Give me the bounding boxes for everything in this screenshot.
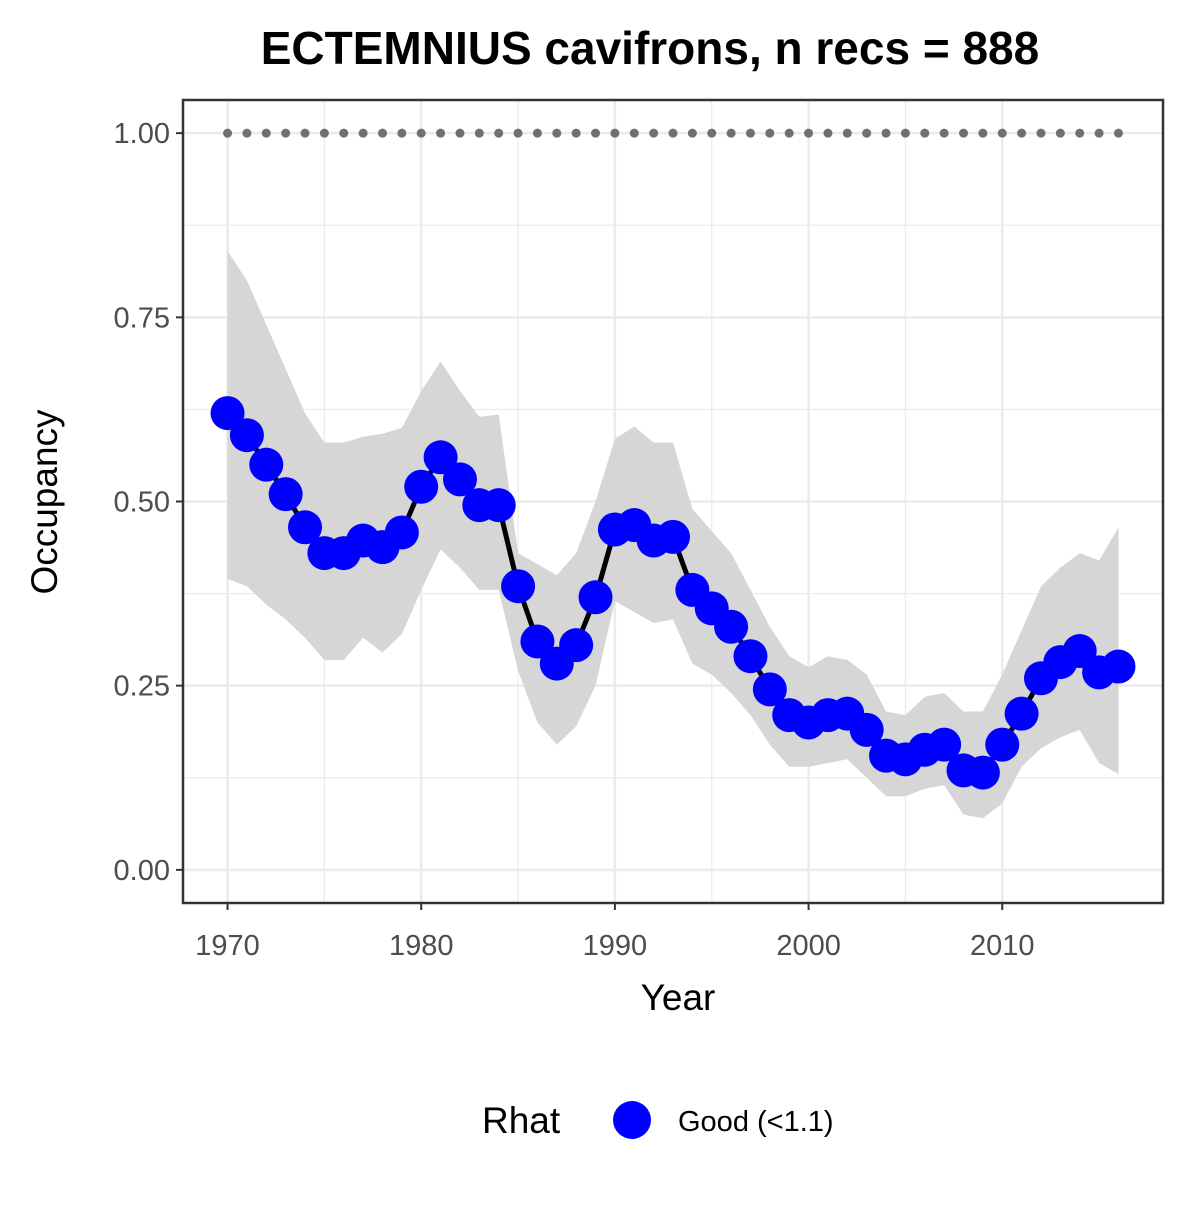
x-tick-label: 1990 (583, 930, 648, 962)
y-tick-label: 0.50 (114, 487, 170, 519)
reference-dot (397, 128, 407, 138)
occupancy-point (404, 469, 439, 504)
reference-dot (959, 128, 969, 138)
reference-dot (784, 128, 794, 138)
occupancy-point (927, 727, 962, 762)
occupancy-point (288, 510, 323, 545)
reference-dot (552, 128, 562, 138)
reference-dot (591, 128, 601, 138)
occupancy-point (1004, 696, 1039, 731)
reference-dot (765, 128, 775, 138)
reference-dot (377, 128, 387, 138)
reference-dot (629, 128, 639, 138)
reference-dot (1055, 128, 1065, 138)
reference-dot (804, 128, 814, 138)
reference-dot (455, 128, 465, 138)
reference-dot (436, 128, 446, 138)
occupancy-point (1101, 649, 1136, 684)
occupancy-point (481, 488, 516, 523)
reference-dot (242, 128, 252, 138)
reference-dot (920, 128, 930, 138)
occupancy-point (249, 447, 284, 482)
reference-dot (494, 128, 504, 138)
reference-dot (900, 128, 910, 138)
reference-dot (1036, 128, 1046, 138)
occupancy-point (442, 462, 477, 497)
reference-dot (610, 128, 620, 138)
reference-dot (881, 128, 891, 138)
reference-dot (823, 128, 833, 138)
reference-dot (319, 128, 329, 138)
reference-dot (997, 128, 1007, 138)
reference-dot (939, 128, 949, 138)
occupancy-point (849, 712, 884, 747)
x-tick-label: 2010 (970, 930, 1035, 962)
reference-dot (726, 128, 736, 138)
occupancy-point (210, 396, 245, 431)
occupancy-point (229, 418, 264, 453)
occupancy-point (520, 624, 555, 659)
reference-dot (862, 128, 872, 138)
reference-dot (571, 128, 581, 138)
occupancy-point (268, 477, 303, 512)
x-axis-title: Year (641, 977, 716, 1018)
reference-dot (532, 128, 542, 138)
y-tick-label: 0.75 (114, 302, 170, 334)
reference-dot (978, 128, 988, 138)
x-axis: 1970 1980 1990 2000 2010 (195, 903, 1035, 962)
occupancy-point (714, 609, 749, 644)
occupancy-point (384, 515, 419, 550)
reference-dot (513, 128, 523, 138)
reference-dot (1075, 128, 1085, 138)
reference-dot (687, 128, 697, 138)
x-tick-label: 1980 (389, 930, 454, 962)
reference-dot (649, 128, 659, 138)
legend-title: Rhat (482, 1100, 561, 1141)
reference-dot (842, 128, 852, 138)
legend-key-good (613, 1101, 651, 1139)
plot-area (181, 98, 1165, 905)
occupancy-point (752, 672, 787, 707)
y-tick-label: 1.00 (114, 118, 170, 150)
reference-dot (707, 128, 717, 138)
x-tick-label: 2000 (776, 930, 841, 962)
occupancy-point (559, 628, 594, 663)
y-tick-label: 0.25 (114, 671, 170, 703)
reference-dot (1017, 128, 1027, 138)
y-axis-title: Occupancy (24, 409, 65, 595)
reference-dot (668, 128, 678, 138)
legend-label-good: Good (<1.1) (678, 1106, 834, 1138)
y-tick-label: 0.00 (114, 855, 170, 887)
reference-dot (339, 128, 349, 138)
reference-dot (358, 128, 368, 138)
reference-dot (281, 128, 291, 138)
reference-dot (1113, 128, 1123, 138)
reference-dot (261, 128, 271, 138)
occupancy-point (423, 440, 458, 475)
occupancy-point (985, 727, 1020, 762)
reference-dot (474, 128, 484, 138)
reference-dot (745, 128, 755, 138)
reference-dot (416, 128, 426, 138)
occupancy-point (965, 755, 1000, 790)
legend: Rhat Good (<1.1) (482, 1100, 834, 1141)
reference-dot (300, 128, 310, 138)
occupancy-point (501, 569, 536, 604)
occupancy-point (578, 580, 613, 615)
chart-title: ECTEMNIUS cavifrons, n recs = 888 (261, 22, 1039, 74)
y-axis: 0.00 0.25 0.50 0.75 1.00 (114, 118, 183, 887)
occupancy-point (733, 639, 768, 674)
reference-dot (1094, 128, 1104, 138)
occupancy-point (656, 519, 690, 554)
reference-dot (223, 128, 233, 138)
x-tick-label: 1970 (195, 930, 260, 962)
